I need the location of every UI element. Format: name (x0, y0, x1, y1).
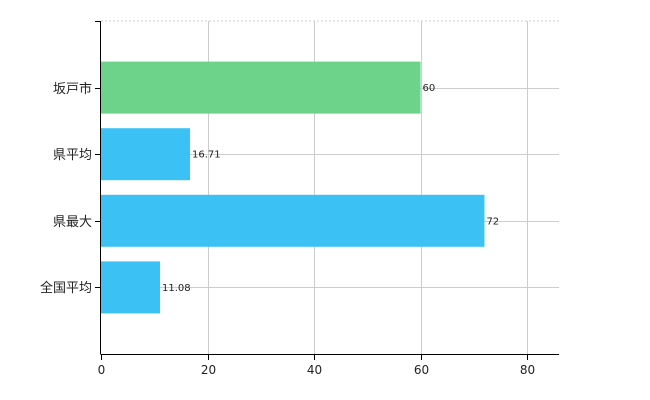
x-tick-label-1: 20 (201, 363, 216, 377)
data-label-1: 16.71 (192, 150, 221, 161)
data-label-2: 72 (486, 216, 499, 227)
data-label-3: 11.08 (162, 283, 191, 294)
category-label-3: 全国平均 (40, 280, 92, 296)
bar-1 (101, 128, 190, 181)
category-label-2: 県最大 (53, 215, 92, 230)
category-label-0: 坂戸市 (53, 81, 92, 97)
x-tick-label-0: 0 (98, 363, 106, 377)
x-tick-label-4: 80 (520, 363, 535, 377)
x-tick-label-3: 60 (414, 363, 429, 377)
data-label-0: 60 (423, 83, 436, 94)
x-tick-label-2: 40 (307, 363, 322, 377)
category-label-1: 県平均 (53, 148, 92, 163)
bar-2 (101, 194, 485, 247)
bars (101, 61, 485, 314)
bar-0 (101, 61, 421, 114)
bar-3 (101, 261, 161, 314)
axes (95, 21, 559, 360)
